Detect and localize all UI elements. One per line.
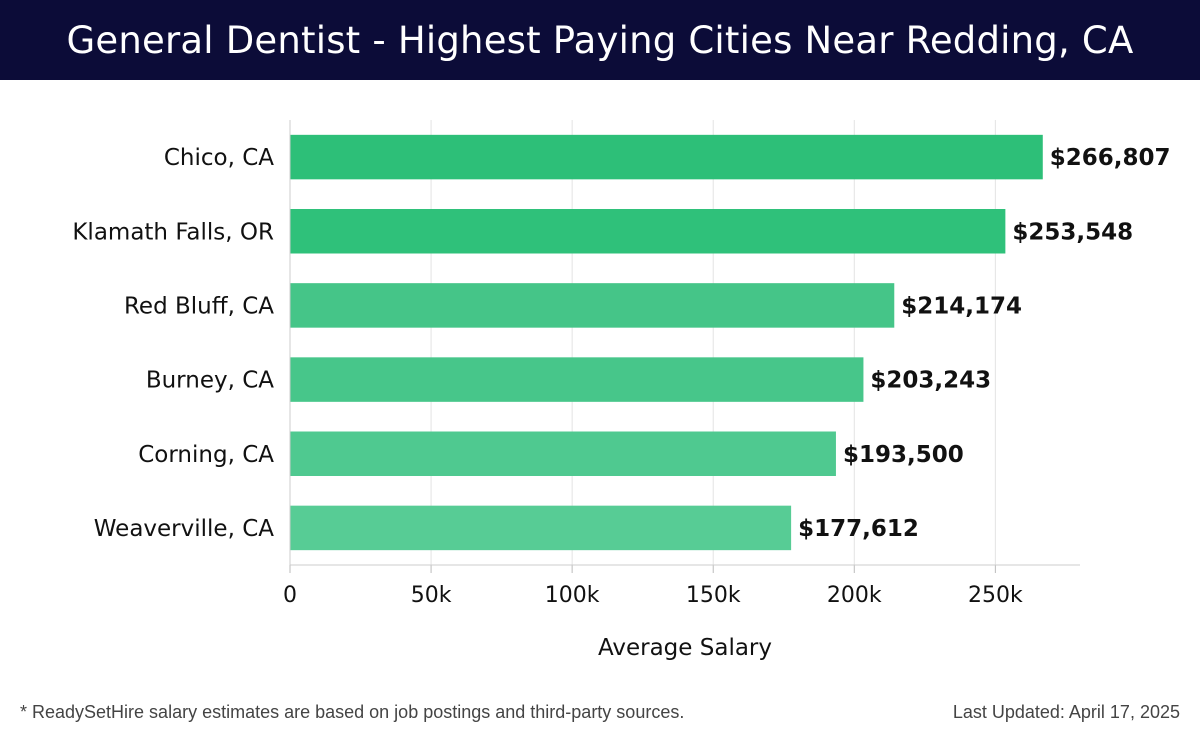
- grid-layer: [289, 120, 996, 565]
- salary-bar-chart: $266,807 $253,548 $214,174 $203,243 $193,500…: [72, 120, 1171, 661]
- x-tick-label: 50k: [411, 583, 452, 608]
- y-category-label: Chico, CA: [164, 145, 274, 171]
- bar: [290, 505, 792, 551]
- bar-value-label: $266,807: [1050, 145, 1171, 171]
- bar-value-label: $214,174: [901, 293, 1022, 319]
- y-category-label: Red Bluff, CA: [124, 293, 274, 319]
- x-tick-label: 200k: [827, 583, 882, 608]
- chart-header: General Dentist - Highest Paying Cities …: [0, 0, 1200, 80]
- chart-area: $266,807 $253,548 $214,174 $203,243 $193,500…: [0, 80, 1200, 690]
- x-axis-label: Average Salary: [598, 635, 772, 661]
- y-category-label: Klamath Falls, OR: [72, 219, 274, 245]
- bar: [290, 209, 1006, 254]
- x-tick-label: 100k: [545, 583, 600, 608]
- x-tick-label: 250k: [968, 583, 1023, 608]
- bar: [290, 357, 864, 402]
- last-updated: Last Updated: April 17, 2025: [952, 702, 1180, 722]
- bar: [290, 283, 895, 328]
- y-category-label: Burney, CA: [146, 368, 274, 394]
- y-category-label: Corning, CA: [138, 442, 274, 468]
- bar: [290, 431, 836, 476]
- x-tick-label: 0: [283, 583, 297, 608]
- bar-value-label: $177,612: [798, 516, 919, 542]
- bar-layer: $266,807 $253,548 $214,174 $203,243 $193,500…: [290, 134, 1171, 551]
- bar-value-label: $253,548: [1012, 219, 1133, 245]
- chart-title: General Dentist - Highest Paying Cities …: [66, 18, 1134, 62]
- footer-note: * ReadySetHire salary estimates are base…: [20, 702, 685, 722]
- y-category-label: Weaverville, CA: [94, 516, 274, 542]
- bar: [290, 134, 1043, 180]
- x-tick-label: 150k: [686, 583, 741, 608]
- bar-value-label: $193,500: [843, 442, 964, 468]
- bar-value-label: $203,243: [870, 368, 991, 394]
- axis-layer: 0 50k 100k 150k 200k 250k Chico, CA Klamath Fal…: [72, 120, 1080, 608]
